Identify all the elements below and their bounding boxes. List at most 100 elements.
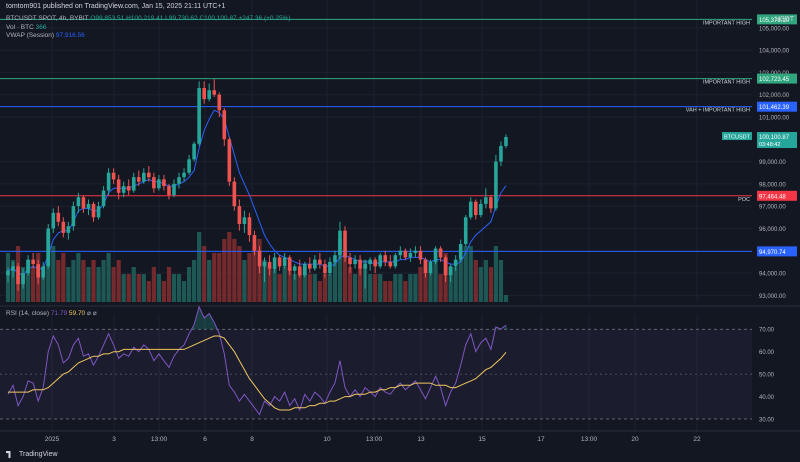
volume-bar [81, 260, 86, 302]
volume-bar [56, 260, 61, 302]
candle-body [343, 230, 347, 258]
volume-bar [358, 267, 363, 302]
candle-body [433, 248, 438, 262]
volume-bar [307, 274, 312, 302]
candle-body [91, 203, 96, 218]
eye-icon[interactable]: ⌀ ⌀ [87, 310, 97, 317]
candle-body [458, 244, 463, 260]
volume-bar [96, 267, 101, 302]
volume-bar [383, 281, 388, 302]
symbol-legend[interactable]: BTCUSDT SPOT, 4h, BYBIT O99,853.51 H100,… [6, 15, 291, 22]
candle-body [297, 266, 302, 276]
volume-bar [342, 253, 348, 302]
last-price-tag [757, 132, 797, 149]
candle-body [187, 159, 191, 173]
volume-bar [136, 274, 141, 302]
volume-bar [302, 267, 307, 302]
footer-brand[interactable]: TradingView [6, 451, 58, 458]
candle-body [393, 255, 398, 267]
symbol-price-tag-text: BTCUSDT [724, 135, 751, 141]
volume-bar [292, 274, 297, 302]
candle-body [338, 230, 342, 256]
volume-bar [297, 274, 302, 302]
candle-body [408, 252, 413, 258]
candle-body [207, 90, 211, 100]
rsi-legend[interactable]: RSI (14, close) 71.79 59.70 ⌀ ⌀ [6, 309, 97, 317]
volume-bar [267, 267, 272, 302]
candle-body [131, 177, 136, 191]
candle-body [373, 259, 377, 267]
volume-bar [312, 274, 317, 302]
volume-bar [41, 267, 46, 302]
level-label: IMPORTANT HIGH [703, 80, 750, 86]
candle-body [308, 264, 312, 269]
price-tick-label: 98,000.00 [759, 182, 786, 188]
symbol-price-tag [722, 132, 752, 141]
time-tick-label: 13:00 [151, 436, 168, 443]
candle-body [448, 266, 453, 276]
time-tick-label: 2025 [45, 436, 60, 443]
price-tick-label: 94,000.00 [759, 272, 786, 278]
candle-body [413, 250, 418, 253]
candle-body [106, 172, 111, 191]
candle-body [66, 226, 71, 233]
candle-body [177, 177, 181, 184]
candle-body [242, 217, 247, 224]
candle-body [136, 177, 141, 182]
candle-body [484, 197, 488, 204]
candle-body [383, 255, 388, 262]
level-price-tag [757, 246, 797, 257]
volume-bar [493, 246, 499, 302]
rsi-ma-line [8, 335, 507, 411]
volume-bar [151, 267, 156, 302]
volume-bar [272, 267, 277, 302]
candle-body [453, 259, 458, 267]
volume-bar [463, 246, 468, 302]
level-price-text: 101,462.39 [759, 105, 790, 111]
volume-bar [227, 232, 232, 302]
candle-body [26, 259, 30, 274]
volume-bar [428, 267, 433, 302]
candlestick-series [6, 79, 508, 291]
candle-body [6, 270, 10, 276]
candle-body [172, 183, 176, 196]
currency-selector[interactable]: USDT [774, 16, 794, 23]
candle-body [499, 145, 503, 162]
candle-body [287, 257, 292, 271]
candle-body [56, 212, 61, 222]
time-tick-label: 13 [417, 436, 425, 443]
rsi-ma-value: 59.70 [68, 310, 86, 317]
level-price-tag [757, 14, 797, 25]
volume-legend[interactable]: Vol · BTC 366 [6, 24, 46, 31]
volume-bar [322, 274, 327, 302]
candle-body [16, 266, 20, 285]
volume-bar [106, 253, 111, 302]
candle-body [222, 110, 227, 140]
time-tick-label: 22 [693, 436, 701, 443]
volume-bar [347, 267, 353, 302]
volume-bar [368, 274, 373, 302]
candle-body [142, 172, 146, 182]
volume-bar [483, 260, 488, 302]
symbol-name: BTCUSDT SPOT, 4h, BYBIT [6, 15, 89, 22]
volume-bar [378, 274, 383, 302]
candle-body [101, 190, 106, 207]
volume-bar [71, 260, 76, 302]
level-label: IMPORTANT HIGH [703, 20, 750, 26]
time-tick-label: 6 [203, 436, 207, 443]
volume-bar [26, 260, 31, 302]
candle-body [157, 179, 161, 189]
candle-body [162, 179, 166, 187]
volume-bar [352, 274, 358, 302]
candle-body [423, 259, 428, 274]
volume-bar [10, 260, 16, 302]
candle-body [468, 201, 473, 218]
rsi-line [7, 305, 507, 416]
volume-bar [141, 274, 146, 302]
vwap-legend[interactable]: VWAP (Session) 97,916.56 [6, 32, 85, 39]
level-label: VAH + IMPORTANT HIGH [686, 108, 750, 114]
volume-bar [282, 267, 287, 302]
level-price-text: 102,723.45 [759, 77, 790, 83]
candle-body [282, 257, 287, 267]
last-price-text: 100,100.87 [759, 135, 790, 141]
